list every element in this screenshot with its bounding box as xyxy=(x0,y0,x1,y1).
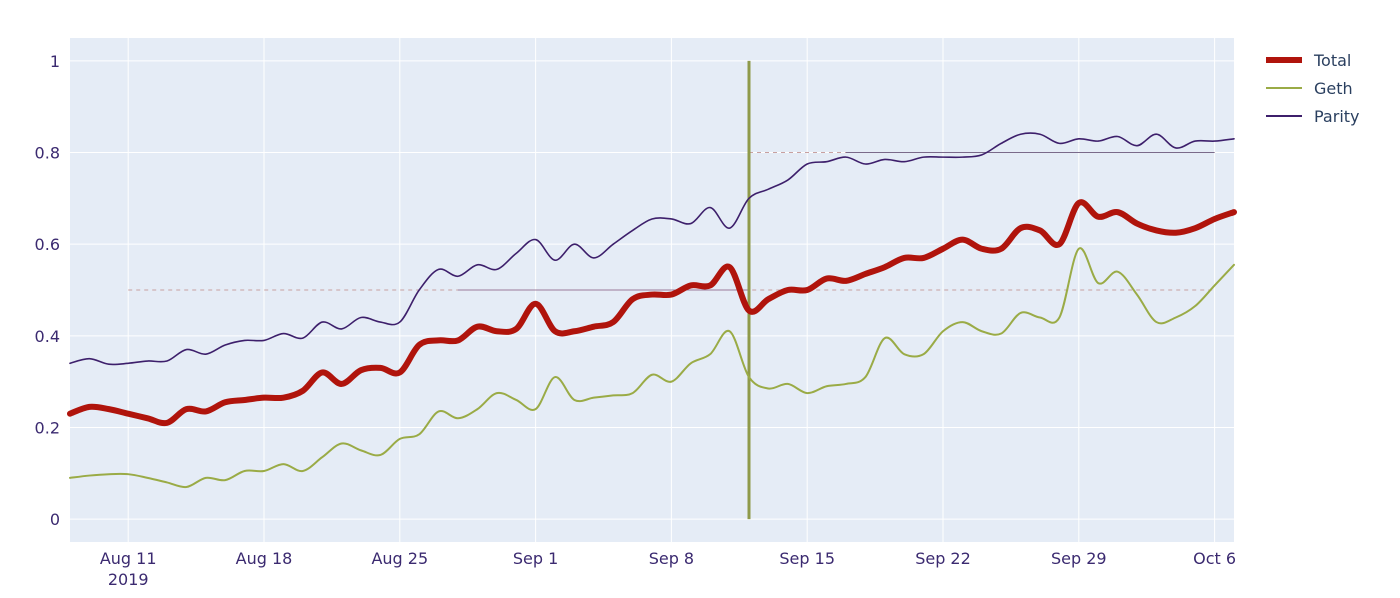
x-axis-ticks: Aug 11 2019 Aug 18 Aug 25 Sep 1 Sep 8 Sep 15 Se… xyxy=(100,549,1236,589)
x-tick-label-4: Sep 8 xyxy=(649,549,694,568)
y-gridlines xyxy=(70,60,1234,520)
x-tick-label-0: Aug 11 xyxy=(100,549,157,568)
legend[interactable]: Total Geth Parity xyxy=(1266,51,1360,126)
legend-label-total: Total xyxy=(1313,51,1351,70)
x-tick-label-2: Aug 25 xyxy=(371,549,428,568)
x-tick-label-3: Sep 1 xyxy=(513,549,558,568)
y-tick-label-3: 0.6 xyxy=(35,235,60,254)
legend-label-geth: Geth xyxy=(1314,79,1353,98)
y-tick-label-4: 0.8 xyxy=(35,144,60,163)
x-tick-label-1: Aug 18 xyxy=(236,549,293,568)
reference-lines xyxy=(128,60,1215,520)
y-tick-label-1: 0.2 xyxy=(35,418,60,437)
legend-item-total[interactable]: Total xyxy=(1266,51,1351,70)
x-tick-label-5: Sep 15 xyxy=(779,549,835,568)
series-line-parity[interactable] xyxy=(69,132,1235,366)
y-axis-ticks: 0 0.2 0.4 0.6 0.8 1 xyxy=(35,52,60,529)
x-tick-label-7: Sep 29 xyxy=(1051,549,1107,568)
y-tick-label-5: 1 xyxy=(50,52,60,71)
x-tick-label-6: Sep 22 xyxy=(915,549,971,568)
x-tick-label-8: Oct 6 xyxy=(1193,549,1236,568)
series-layer xyxy=(67,132,1237,489)
x-tick-sublabel-0: 2019 xyxy=(108,570,149,589)
legend-item-parity[interactable]: Parity xyxy=(1266,107,1360,126)
series-line-total[interactable] xyxy=(67,199,1237,427)
y-tick-label-2: 0.4 xyxy=(35,327,60,346)
legend-label-parity: Parity xyxy=(1314,107,1360,126)
series-line-geth[interactable] xyxy=(69,247,1235,489)
y-tick-label-0: 0 xyxy=(50,510,60,529)
legend-item-geth[interactable]: Geth xyxy=(1266,79,1353,98)
